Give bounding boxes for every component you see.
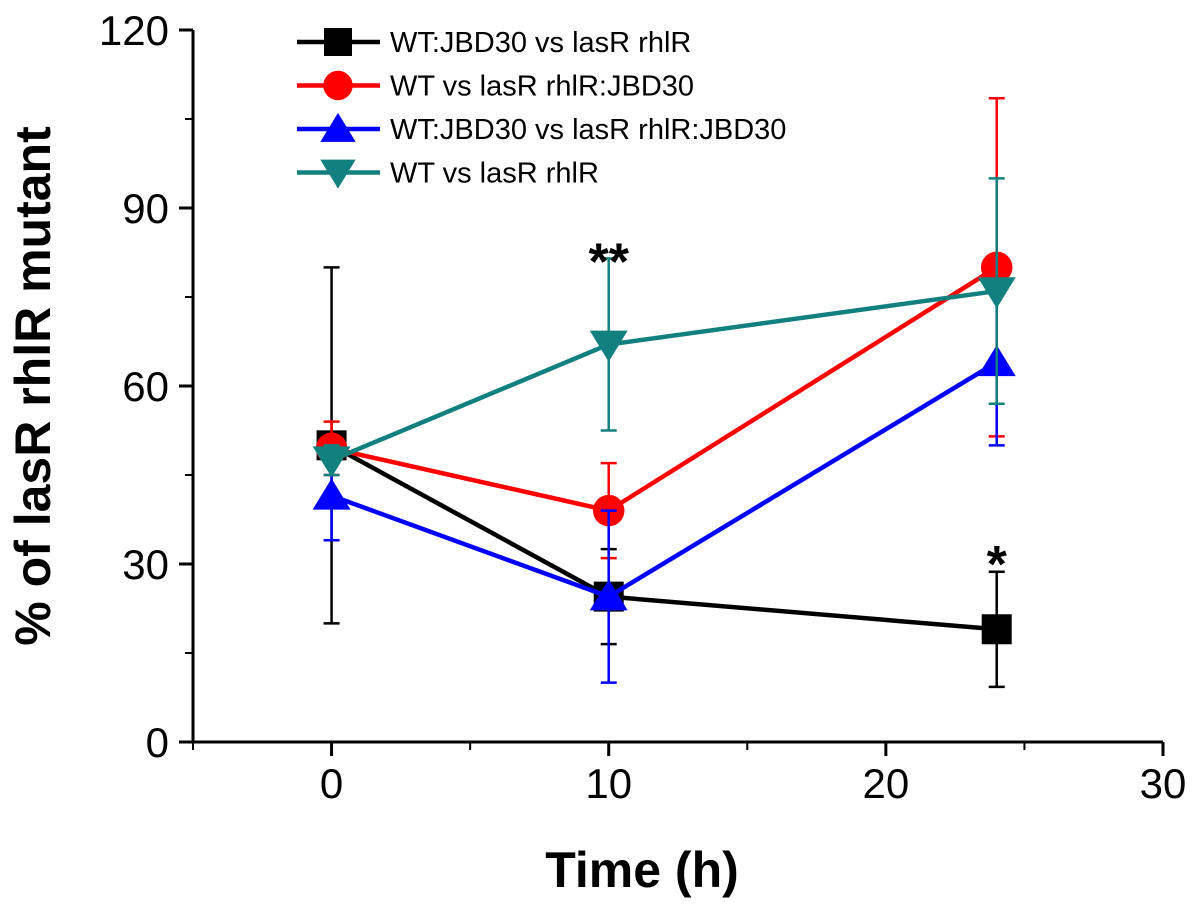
circle-marker — [323, 70, 353, 101]
annotations: *** — [588, 234, 1007, 595]
series-layer — [312, 96, 1016, 689]
x-tick-label: 0 — [320, 760, 343, 807]
triangle-up-marker — [312, 478, 351, 510]
x-tick-label: 10 — [585, 760, 632, 807]
legend-label: WT vs lasR rhlR — [390, 158, 599, 190]
legend: WT:JBD30 vs lasR rhlR WT vs lasR rhlR:JBD… — [297, 27, 786, 190]
series-line — [330, 288, 998, 463]
triangle-up-marker — [589, 579, 628, 611]
legend-label: WT vs lasR rhlR:JBD30 — [390, 71, 694, 103]
x-axis-title: Time (h) — [545, 842, 739, 898]
series-3 — [312, 177, 1016, 478]
y-tick-label: 0 — [146, 719, 169, 766]
triangle-up-marker — [320, 112, 356, 142]
triangle-down-marker — [320, 159, 356, 189]
legend-label: WT:JBD30 vs lasR rhlR:JBD30 — [390, 114, 786, 146]
legend-label: WT:JBD30 vs lasR rhlR — [390, 27, 691, 59]
significance-annotation: ** — [588, 234, 629, 292]
y-tick-label: 30 — [122, 541, 169, 588]
square-marker — [324, 28, 352, 56]
square-marker — [981, 614, 1012, 645]
x-tick-label: 20 — [862, 760, 909, 807]
y-tick-label: 90 — [122, 185, 169, 232]
x-tick-label: 30 — [1140, 760, 1187, 807]
triangle-down-marker — [977, 277, 1016, 309]
significance-annotation: * — [987, 536, 1008, 594]
series-line — [330, 360, 998, 600]
y-tick-label: 60 — [122, 363, 169, 410]
y-tick-label: 120 — [99, 7, 169, 54]
axes: 0 10 20 30 0 30 60 90 120 — [99, 7, 1186, 807]
y-axis-title: % of lasR rhlR mutant — [5, 126, 61, 646]
triangle-down-marker — [589, 330, 628, 362]
triangle-down-marker — [312, 446, 351, 478]
